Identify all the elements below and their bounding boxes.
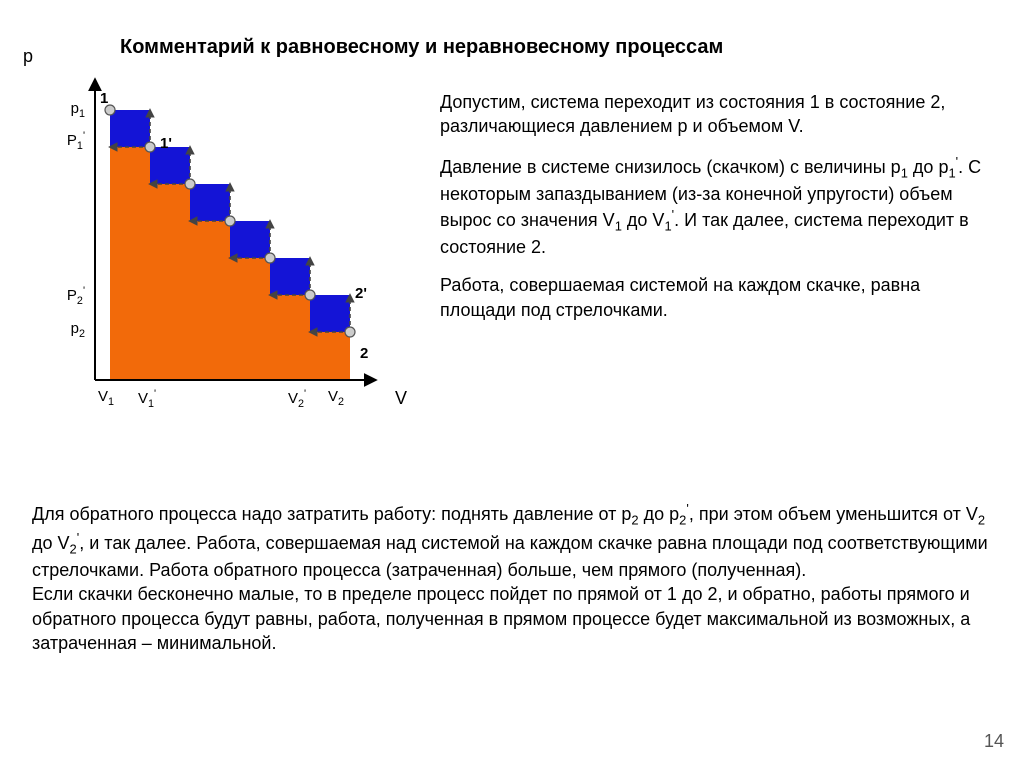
- point-label: 1': [160, 135, 172, 152]
- x-axis-tick-label: V1: [98, 388, 114, 408]
- slide-title: Комментарий к равновесному и неравновесн…: [120, 36, 900, 59]
- y-axis-tick-label: P1': [45, 130, 85, 152]
- y-axis-tick-label: P2': [45, 285, 85, 307]
- y-axis-tick-label: p2: [45, 320, 85, 340]
- x-axis-tick-label: V2: [328, 388, 344, 408]
- y-axis-tick-label: p1: [45, 100, 85, 120]
- paragraph-3: Работа, совершаемая системой на каждом с…: [440, 273, 1000, 322]
- point-label: 1: [100, 90, 108, 107]
- x-axis-tick-label: V2': [288, 388, 306, 410]
- point-label: 2': [355, 285, 367, 302]
- axis-label-p: p: [23, 46, 33, 67]
- page-number: 14: [984, 731, 1004, 752]
- paragraph-1: Допустим, система переходит из состояния…: [440, 90, 1000, 139]
- axis-label-v: V: [395, 388, 407, 409]
- pv-step-diagram: p1P1'P2'p2 V1V1'V2'V2 11'2'2 p V: [55, 70, 425, 440]
- right-explanation: Допустим, система переходит из состояния…: [440, 90, 1000, 336]
- point-label: 2: [360, 345, 368, 362]
- bottom-explanation: Для обратного процесса надо затратить ра…: [32, 500, 992, 655]
- x-axis-tick-label: V1': [138, 388, 156, 410]
- paragraph-2: Давление в системе снизилось (скачком) с…: [440, 153, 1000, 260]
